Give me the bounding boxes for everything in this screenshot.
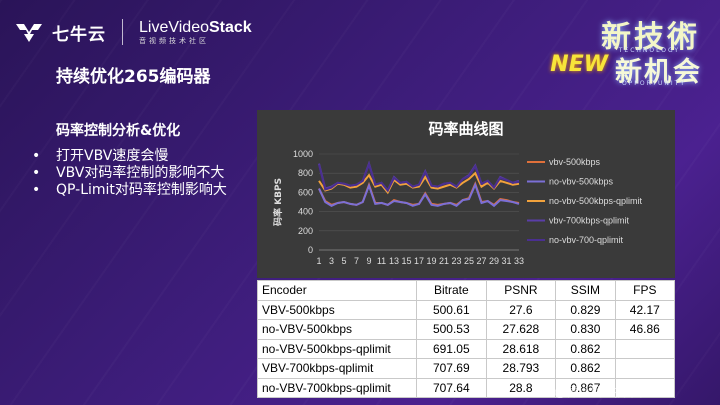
livevideostack-logo: LiveVideoStack 音视频技术社区 (139, 18, 252, 45)
chart-x-tick-label: 19 (426, 256, 436, 266)
logo-divider (122, 19, 123, 45)
lvs-live: Live (139, 18, 169, 36)
lvs-tagline: 音视频技术社区 (139, 36, 209, 45)
table-cell: 707.64 (416, 377, 487, 398)
chart-legend-label: no-vbv-500kbps-qplimit (549, 196, 643, 206)
table-cell: VBV-500kbps (257, 299, 417, 320)
table-row: no-VBV-500kbps 500.53 27.628 0.830 46.86 (257, 319, 676, 340)
chart-x-tick-label: 21 (439, 256, 449, 266)
table-cell: 46.86 (614, 319, 676, 340)
table-cell: 500.61 (416, 299, 487, 320)
table-cell: 27.628 (485, 319, 557, 340)
table-cell (614, 338, 676, 359)
table-cell: no-VBV-500kbps-qplimit (257, 338, 417, 359)
chart-x-tick-label: 31 (501, 256, 511, 266)
chart-x-tick-label: 25 (464, 256, 474, 266)
qiniu-logo-icon (16, 24, 42, 42)
header-cell: Encoder (257, 280, 417, 301)
event-tech: TECHNOLOGY (618, 47, 680, 54)
table-cell: 28.618 (485, 338, 557, 359)
table-cell: 0.829 (555, 299, 616, 320)
header-cell: FPS (614, 280, 676, 301)
bullet-item: VBV对码率控制的影响不大 (30, 165, 227, 182)
chart-x-tick-label: 13 (389, 256, 399, 266)
chart-x-tick-label: 9 (366, 256, 371, 266)
chart-legend-label: vbv-500kbps (549, 157, 601, 167)
table-cell: no-VBV-500kbps (257, 319, 417, 340)
event-line2: 新机会 (615, 57, 702, 88)
bullet-list: 打开VBV速度会慢 VBV对码率控制的影响不大 QP-Limit对码率控制影响大 (30, 148, 227, 199)
chart-x-tick-label: 23 (451, 256, 461, 266)
table-cell (614, 358, 676, 379)
chart-legend-label: no-vbv-500kbps (549, 177, 614, 187)
lvs-stack: Stack (209, 18, 252, 36)
results-table: Encoder Bitrate PSNR SSIM FPS VBV-500kbp… (257, 280, 676, 398)
slide-title: 持续优化265编码器 (56, 67, 211, 87)
chart-y-axis-label: 码率 KBPS (272, 178, 284, 226)
chart-x-tick-label: 17 (414, 256, 424, 266)
table-cell: no-VBV-700kbps-qplimit (257, 377, 417, 398)
chart-x-tick-label: 5 (341, 256, 346, 266)
chart-x-tick-label: 33 (514, 256, 524, 266)
chart-legend-label: vbv-700kbps-qplimit (549, 216, 630, 226)
table-cell: 691.05 (416, 338, 487, 359)
table-cell: VBV-700kbps-qplimit (257, 358, 417, 379)
event-new: NEW (550, 52, 608, 77)
slide-subtitle: 码率控制分析&优化 (56, 123, 181, 139)
chart-x-tick-label: 3 (329, 256, 334, 266)
chart-series-line (318, 181, 520, 208)
header-logos: 七牛云 LiveVideoStack 音视频技术社区 (14, 16, 252, 48)
lvs-video: Video (168, 18, 209, 36)
table-cell (614, 377, 676, 398)
table-row: no-VBV-700kbps-qplimit 707.64 28.8 0.867 (257, 377, 676, 398)
table-cell: 0.830 (555, 319, 616, 340)
event-line1: 新技術 (601, 20, 700, 55)
chart-x-tick-label: 11 (377, 256, 386, 266)
header-cell: SSIM (555, 280, 616, 301)
chart-x-tick-label: 27 (476, 256, 486, 266)
qiniu-name: 七牛云 (52, 24, 106, 45)
table-cell: 707.69 (416, 358, 487, 379)
chart-series-line (318, 171, 520, 195)
table-cell: 27.6 (485, 299, 557, 320)
chart-y-tick-label: 0 (308, 245, 313, 255)
table-cell: 28.8 (485, 377, 557, 398)
chart-y-tick-label: 800 (298, 168, 313, 178)
chart-title: 码率曲线图 (428, 120, 504, 138)
table-cell: 0.862 (555, 338, 616, 359)
table-cell: 500.53 (416, 319, 487, 340)
chart-legend-label: no-vbv-700-qplimit (549, 235, 624, 245)
chart-x-tick-label: 7 (354, 256, 359, 266)
table-row: VBV-500kbps 500.61 27.6 0.829 42.17 (257, 299, 676, 320)
chart-series-line (318, 161, 520, 193)
table-row: no-VBV-500kbps-qplimit 691.05 28.618 0.8… (257, 338, 676, 359)
chart-x-tick-label: 15 (401, 256, 411, 266)
chart-y-tick-label: 400 (298, 207, 313, 217)
table-cell: 0.862 (555, 358, 616, 379)
chart-y-tick-label: 600 (298, 187, 313, 197)
watermark: @稀土掘金技术社区 (554, 385, 663, 399)
bullet-item: 打开VBV速度会慢 (30, 148, 227, 165)
bullet-item: QP-Limit对码率控制影响大 (30, 182, 227, 199)
chart-y-tick-label: 1000 (293, 149, 313, 159)
event-opportunity: OPPORTUNITY (621, 80, 686, 87)
chart-x-tick-label: 29 (489, 256, 499, 266)
chart-y-tick-label: 200 (298, 226, 313, 236)
table-header-row: Encoder Bitrate PSNR SSIM FPS (257, 280, 676, 301)
results-table-panel: Encoder Bitrate PSNR SSIM FPS VBV-500kbp… (257, 280, 676, 398)
table-row: VBV-700kbps-qplimit 707.69 28.793 0.862 (257, 358, 676, 379)
table-cell: 42.17 (614, 299, 676, 320)
header-cell: Bitrate (416, 280, 487, 301)
table-cell: 28.793 (485, 358, 557, 379)
chart-x-tick-label: 1 (316, 256, 321, 266)
header-cell: PSNR (485, 280, 557, 301)
bitrate-chart: 码率曲线图 0 200 400 600 800 1000 1 3 5 7 9 11 13 15 17 19 21… (257, 110, 675, 278)
